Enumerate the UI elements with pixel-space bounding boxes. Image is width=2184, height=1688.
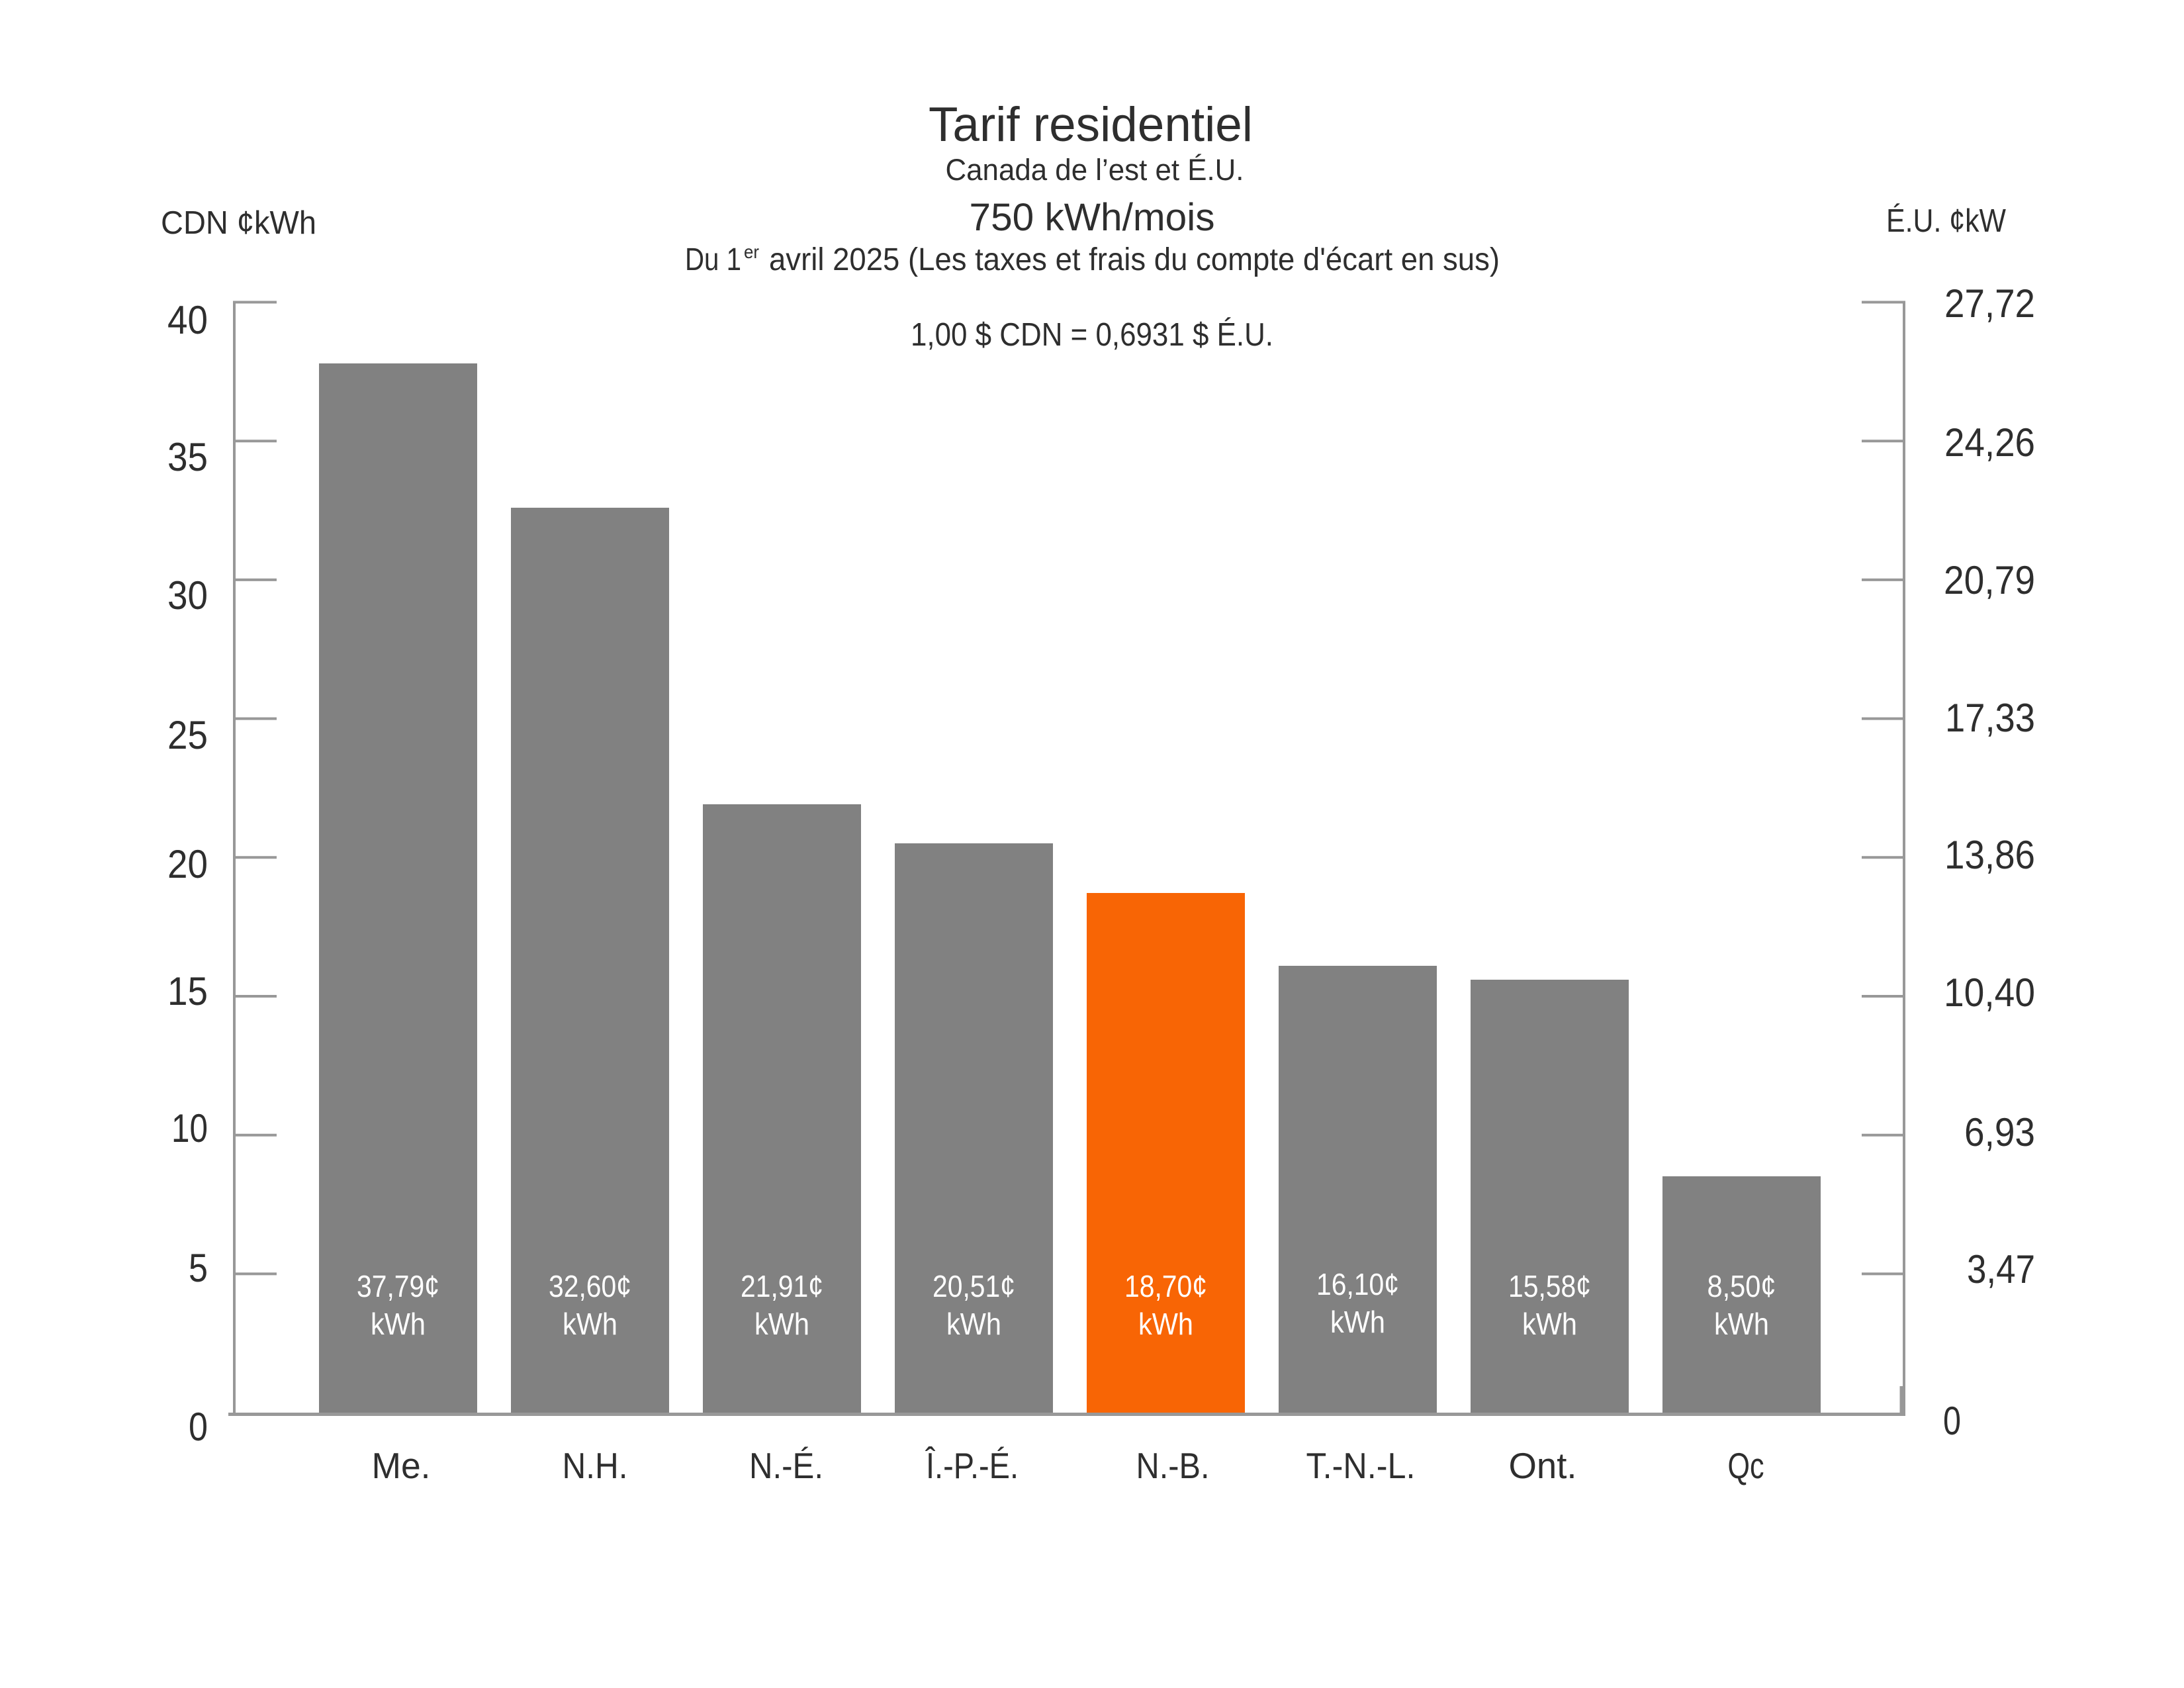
- svg-text:kWh: kWh: [1522, 1307, 1577, 1341]
- svg-text:kWh: kWh: [371, 1307, 426, 1341]
- svg-text:er: er: [744, 242, 759, 262]
- svg-text:27,72: 27,72: [1944, 281, 2035, 326]
- svg-text:kWh: kWh: [754, 1307, 809, 1341]
- svg-text:1,00 $ CDN = 0,6931 $ É.U.: 1,00 $ CDN = 0,6931 $ É.U.: [911, 317, 1273, 353]
- svg-text:13,86: 13,86: [1944, 833, 2035, 877]
- svg-text:17,33: 17,33: [1945, 696, 2035, 740]
- svg-text:kWh: kWh: [1714, 1307, 1769, 1341]
- svg-text:21,91¢: 21,91¢: [741, 1269, 823, 1303]
- svg-text:kWh: kWh: [946, 1307, 1001, 1341]
- svg-text:Î.-P.-É.: Î.-P.-É.: [925, 1445, 1019, 1486]
- svg-text:32,60¢: 32,60¢: [549, 1269, 631, 1303]
- svg-text:10,40: 10,40: [1944, 970, 2035, 1015]
- svg-text:Tarif residentiel: Tarif residentiel: [929, 98, 1253, 152]
- svg-text:6,93: 6,93: [1964, 1110, 2035, 1154]
- svg-text:24,26: 24,26: [1944, 420, 2035, 465]
- svg-text:20: 20: [167, 842, 208, 886]
- svg-text:750 kWh/mois: 750 kWh/mois: [970, 196, 1215, 239]
- svg-text:É.U. ¢kW: É.U. ¢kW: [1886, 203, 2007, 239]
- svg-text:18,70¢: 18,70¢: [1124, 1269, 1207, 1303]
- svg-text:5: 5: [189, 1246, 208, 1290]
- svg-text:0: 0: [189, 1405, 208, 1449]
- svg-text:Qc: Qc: [1728, 1445, 1764, 1486]
- svg-text:Me.: Me.: [372, 1445, 431, 1486]
- svg-text:N.-É.: N.-É.: [749, 1445, 823, 1486]
- svg-text:20,51¢: 20,51¢: [933, 1269, 1015, 1303]
- svg-text:15,58¢: 15,58¢: [1508, 1269, 1591, 1303]
- svg-text:37,79¢: 37,79¢: [357, 1269, 439, 1303]
- svg-text:kWh: kWh: [563, 1307, 617, 1341]
- svg-text:N.H.: N.H.: [563, 1445, 628, 1486]
- svg-text:T.-N.-L.: T.-N.-L.: [1306, 1445, 1416, 1486]
- svg-text:20,79: 20,79: [1944, 558, 2035, 602]
- svg-text:10: 10: [171, 1106, 208, 1150]
- svg-text:3,47: 3,47: [1967, 1247, 2035, 1291]
- svg-text:40: 40: [167, 298, 208, 342]
- svg-text:kWh: kWh: [1138, 1307, 1193, 1341]
- svg-text:8,50¢: 8,50¢: [1707, 1269, 1776, 1303]
- svg-text:30: 30: [167, 573, 208, 618]
- svg-text:kWh: kWh: [1330, 1305, 1385, 1339]
- svg-text:Ont.: Ont.: [1509, 1445, 1577, 1486]
- svg-text:Canada de l’est et É.U.: Canada de l’est et É.U.: [946, 153, 1244, 187]
- svg-text:avril 2025 (Les taxes et frais: avril 2025 (Les taxes et frais du compte…: [769, 242, 1500, 277]
- svg-text:Du 1: Du 1: [685, 242, 741, 277]
- svg-text:N.-B.: N.-B.: [1136, 1445, 1210, 1486]
- svg-text:0: 0: [1943, 1399, 1961, 1443]
- svg-text:25: 25: [167, 713, 208, 757]
- svg-text:16,10¢: 16,10¢: [1316, 1267, 1399, 1301]
- svg-text:CDN ¢kWh: CDN ¢kWh: [161, 205, 316, 241]
- svg-text:15: 15: [167, 969, 208, 1013]
- svg-text:35: 35: [167, 435, 208, 479]
